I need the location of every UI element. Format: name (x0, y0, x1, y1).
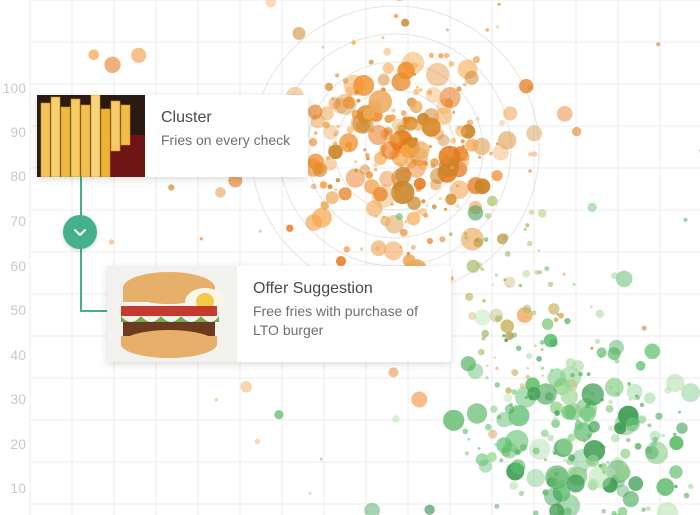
y-tick-label: 30 (0, 391, 26, 407)
y-tick-label: 70 (0, 213, 26, 229)
chart-canvas: 10 20 30 40 50 60 70 80 90 100 (0, 0, 700, 515)
offer-callout: Offer Suggestion Free fries with purchas… (107, 266, 451, 362)
expand-badge[interactable] (63, 215, 97, 249)
y-tick-label: 40 (0, 347, 26, 363)
y-tick-label: 90 (0, 124, 26, 140)
cluster-title: Cluster (161, 109, 290, 127)
y-tick-label: 50 (0, 302, 26, 318)
cluster-callout: Cluster Fries on every check (37, 95, 308, 177)
y-tick-label: 20 (0, 436, 26, 452)
offer-subtitle: Free fries with purchase of LTO burger (253, 302, 433, 340)
chevron-down-icon (72, 224, 88, 240)
offer-title: Offer Suggestion (253, 280, 433, 298)
cluster-subtitle: Fries on every check (161, 131, 290, 150)
offer-thumb (107, 266, 237, 362)
y-tick-label: 80 (0, 168, 26, 184)
cluster-thumb (37, 95, 145, 177)
y-tick-label: 10 (0, 480, 26, 496)
y-tick-label: 60 (0, 258, 26, 274)
y-tick-label: 100 (0, 80, 26, 96)
